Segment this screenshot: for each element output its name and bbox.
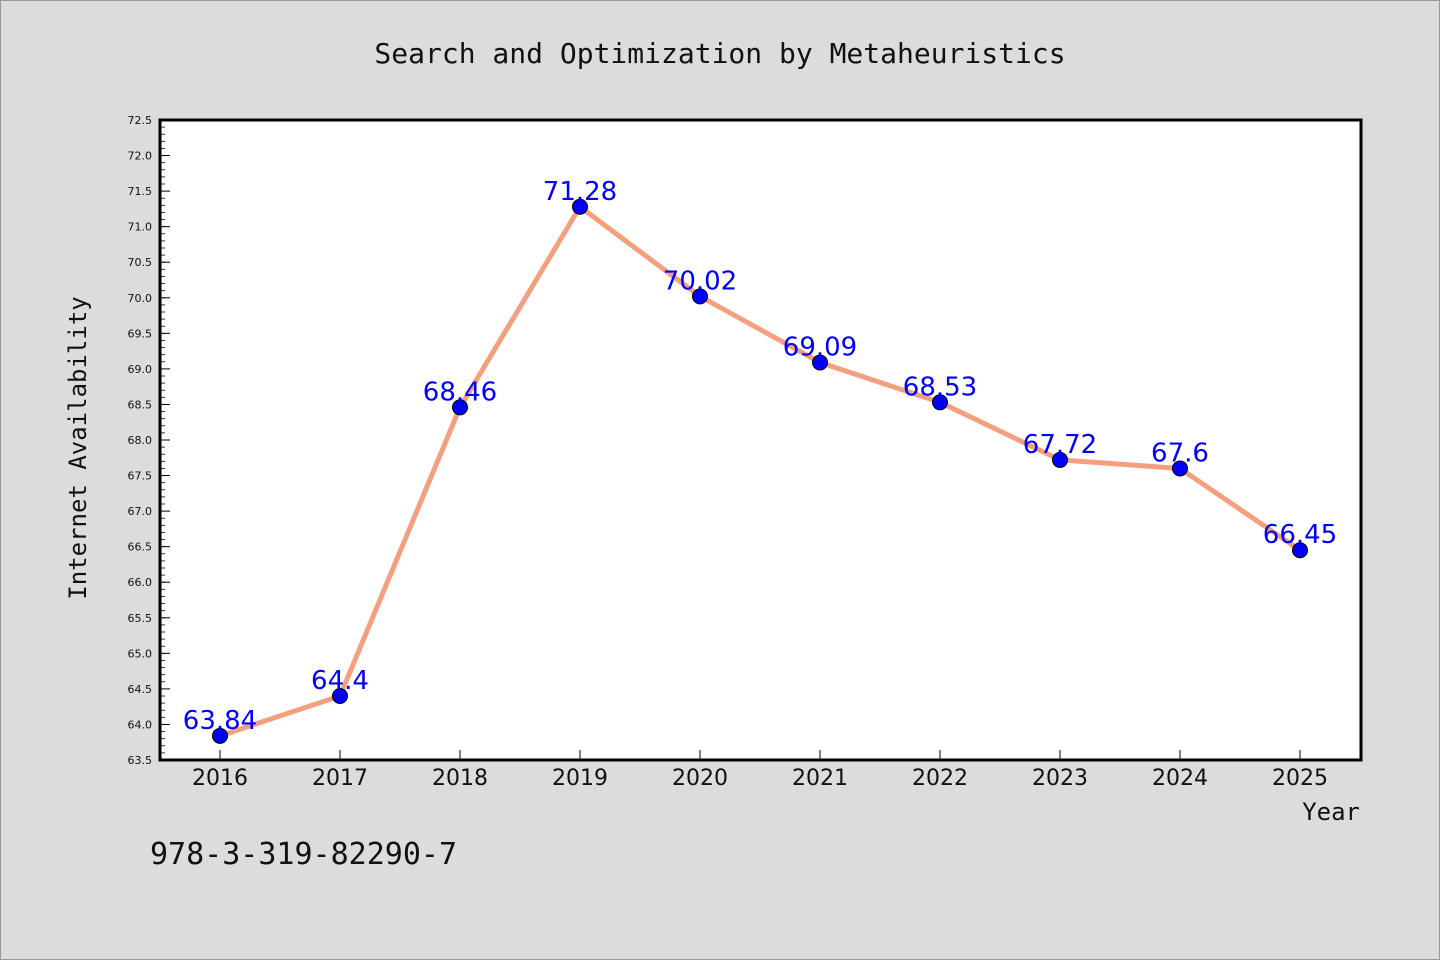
y-tick-label: 68.0: [128, 434, 153, 447]
data-point: [212, 727, 228, 744]
data-labels: 63.84 64.4 68.46 71.28 70.02 69.09 68.53 67.72 6…: [183, 177, 1337, 736]
x-tick-label: 2024: [1152, 766, 1208, 791]
y-tick-label: 72.0: [128, 150, 153, 163]
y-tick-label: 71.5: [128, 185, 153, 198]
y-tick-label: 69.5: [128, 327, 153, 340]
data-point: [932, 394, 948, 411]
x-tick-label: 2023: [1032, 766, 1088, 791]
y-tick-label: 70.0: [128, 292, 153, 305]
y-tick-label: 66.5: [128, 541, 153, 554]
data-label: 68.46: [423, 377, 497, 407]
data-point: [1052, 451, 1068, 468]
data-label: 68.53: [903, 372, 977, 402]
data-point: [452, 399, 468, 416]
series-group: [212, 198, 1308, 744]
series-line: [219, 204, 1302, 739]
y-tick-label: 64.5: [128, 683, 153, 696]
data-point: [692, 288, 708, 305]
y-tick-label: 66.0: [128, 576, 153, 589]
x-tick-label: 2025: [1272, 766, 1328, 791]
data-label: 67.72: [1023, 430, 1097, 460]
data-point: [332, 688, 348, 704]
x-tick-label: 2019: [552, 766, 608, 791]
data-label: 64.4: [311, 666, 369, 696]
x-tick-label: 2016: [192, 766, 248, 791]
x-tick-label: 2021: [792, 766, 848, 791]
x-axis: 2016 2017 2018 2019 2020 2021 2022 2023 2024 2025: [192, 750, 1328, 791]
x-tick-label: 2020: [672, 766, 728, 791]
chart-title: Search and Optimization by Metaheuristic…: [374, 37, 1065, 70]
y-tick-label: 65.0: [128, 647, 153, 660]
y-axis: 63.5 64.0 64.5 65.0 65.5 66.0 66.5 67.0 67.5 68.0…: [128, 114, 170, 767]
y-tick-label: 69.0: [128, 363, 153, 376]
y-tick-label: 65.5: [128, 612, 153, 625]
data-label: 67.6: [1151, 438, 1209, 468]
x-tick-label: 2022: [912, 766, 968, 791]
data-point: [1292, 542, 1308, 559]
y-tick-label: 67.5: [128, 470, 153, 483]
x-axis-label: Year: [1302, 798, 1360, 826]
data-label: 66.45: [1263, 520, 1337, 550]
footnote-isbn: 978-3-319-82290-7: [150, 837, 457, 872]
data-point: [1172, 460, 1188, 477]
y-tick-label: 64.0: [128, 718, 153, 731]
data-label: 63.84: [183, 706, 257, 736]
y-tick-label: 71.0: [128, 221, 153, 234]
data-point: [572, 198, 588, 215]
data-label: 71.28: [543, 177, 617, 207]
x-tick-label: 2018: [432, 766, 488, 791]
data-label: 69.09: [783, 332, 857, 362]
y-tick-label: 68.5: [128, 398, 153, 411]
data-point: [812, 354, 828, 371]
y-tick-label: 67.0: [128, 505, 153, 518]
y-tick-label: 63.5: [128, 754, 153, 767]
y-axis-label: Internet Availability: [64, 296, 92, 599]
y-tick-label: 72.5: [128, 114, 153, 127]
x-tick-label: 2017: [312, 766, 368, 791]
y-tick-label: 70.5: [128, 256, 153, 269]
data-label: 70.02: [663, 266, 737, 296]
